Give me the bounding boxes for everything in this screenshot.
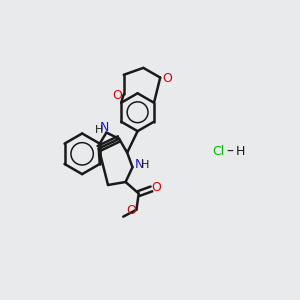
- Text: O: O: [112, 89, 122, 102]
- Text: O: O: [162, 72, 172, 85]
- Text: O: O: [126, 204, 136, 218]
- Text: N: N: [135, 158, 144, 171]
- Text: O: O: [152, 181, 161, 194]
- Text: N: N: [99, 121, 109, 134]
- Text: Cl: Cl: [212, 145, 225, 158]
- Text: H: H: [236, 145, 245, 158]
- Text: H: H: [141, 160, 149, 170]
- Text: H: H: [95, 125, 103, 135]
- Text: –: –: [226, 145, 233, 158]
